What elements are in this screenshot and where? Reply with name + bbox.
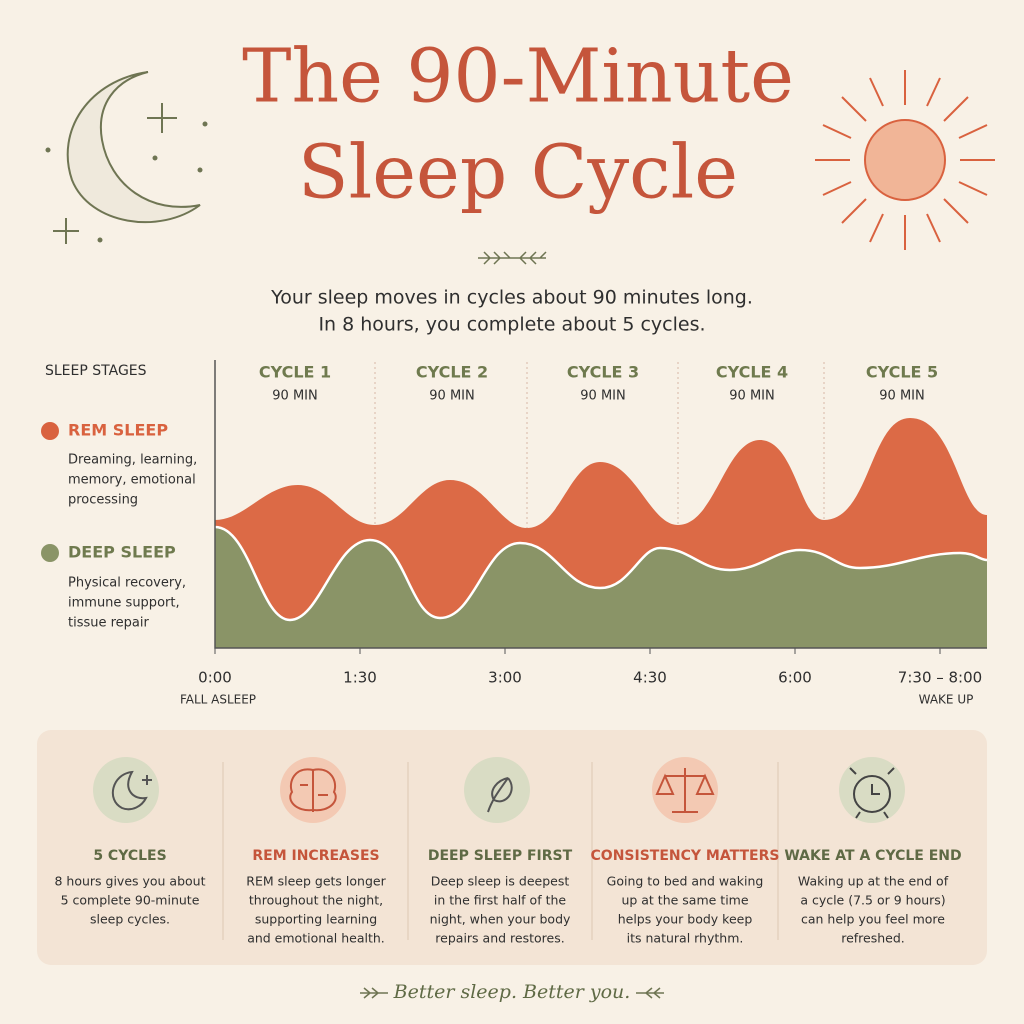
cycle-labels: CYCLE 1 90 MIN CYCLE 2 90 MIN CYCLE 3 90 MIN C… <box>259 363 938 404</box>
tip-title: DEEP SLEEP FIRST <box>428 848 573 864</box>
cycle-duration: 90 MIN <box>879 389 924 404</box>
legend-description: processing <box>68 493 138 508</box>
footer-laurels <box>360 987 664 999</box>
tip-text: Waking up at the end of <box>798 874 949 889</box>
tip-text: throughout the night, <box>249 893 383 908</box>
scale-icon <box>655 768 715 813</box>
legend-label: REM SLEEP <box>68 421 168 440</box>
legend-label: DEEP SLEEP <box>68 543 176 562</box>
tip-text: Going to bed and waking <box>607 874 764 889</box>
tip-text: night, when your body <box>430 912 571 927</box>
deep-outline <box>214 525 988 622</box>
deep-area <box>215 527 987 648</box>
legend-swatch <box>41 544 59 562</box>
legend-description: Dreaming, learning, <box>68 453 197 468</box>
time-tick-label: 0:00 <box>198 669 232 687</box>
cycle-label: CYCLE 1 <box>259 363 331 382</box>
cycle-duration: 90 MIN <box>429 389 474 404</box>
time-axis: 0:00 1:30 3:00 4:30 6:00 7:30 – 8:00 <box>198 648 982 687</box>
tip-text: a cycle (7.5 or 9 hours) <box>800 893 945 908</box>
cycle-label: CYCLE 3 <box>567 363 639 382</box>
tip-text: supporting learning <box>255 912 377 927</box>
subtitle: Your sleep moves in cycles about 90 minu… <box>270 287 753 309</box>
tip-text: repairs and restores. <box>435 931 564 946</box>
tip-icon <box>93 757 159 823</box>
moon-icon <box>112 770 152 811</box>
cycle-dividers <box>374 362 825 528</box>
legend-description: memory, emotional <box>68 473 196 488</box>
tip-title: 5 CYCLES <box>93 848 166 864</box>
title: The 90-Minute <box>242 33 794 119</box>
tips-panel <box>37 730 987 965</box>
cycle-duration: 90 MIN <box>272 389 317 404</box>
tip-text: and emotional health. <box>247 931 385 946</box>
leaf-icon <box>487 777 513 813</box>
footer: Better sleep. Better you. <box>393 981 631 1003</box>
tip-text: helps your body keep <box>618 912 753 927</box>
cycle-label: CYCLE 5 <box>866 363 938 382</box>
tip-text: sleep cycles. <box>90 912 170 927</box>
legend-description: Physical recovery, <box>68 576 186 591</box>
tip-text: refreshed. <box>841 931 905 946</box>
brain-icon <box>289 768 337 812</box>
tip-text: Deep sleep is deepest <box>431 874 570 889</box>
legend-description: immune support, <box>68 596 180 611</box>
cycle-label: CYCLE 4 <box>716 363 788 382</box>
tip-title: REM INCREASES <box>252 848 379 864</box>
tip-title: CONSISTENCY MATTERS <box>591 848 780 864</box>
cycle-duration: 90 MIN <box>580 389 625 404</box>
tip-title: WAKE AT A CYCLE END <box>784 848 961 864</box>
axis-note: WAKE UP <box>919 693 974 707</box>
tip-text: 8 hours gives you about <box>54 874 205 889</box>
tip-dividers <box>222 762 779 940</box>
time-tick-label: 6:00 <box>778 669 812 687</box>
legend-heading: SLEEP STAGES <box>45 363 147 379</box>
clock-icon <box>849 767 895 819</box>
tips: 5 CYCLES 8 hours gives you about 5 complet… <box>54 848 961 946</box>
subtitle: In 8 hours, you complete about 5 cycles. <box>318 314 705 336</box>
laurel <box>478 251 547 265</box>
time-tick-label: 4:30 <box>633 669 667 687</box>
sun-decoration <box>815 70 995 250</box>
time-tick-label: 1:30 <box>343 669 377 687</box>
tip-text: REM sleep gets longer <box>246 874 386 889</box>
axis-note: FALL ASLEEP <box>180 693 256 707</box>
cycle-duration: 90 MIN <box>729 389 774 404</box>
legend-swatch <box>41 422 59 440</box>
legend-description: tissue repair <box>68 616 150 631</box>
time-tick-label: 7:30 – 8:00 <box>898 669 982 687</box>
tip-text: its natural rhythm. <box>627 931 744 946</box>
tip-text: in the first half of the <box>434 893 567 908</box>
cycle-label: CYCLE 2 <box>416 363 488 382</box>
legend-descriptions: Dreaming, learning, memory, emotional proc… <box>68 453 197 631</box>
moon-decoration <box>45 71 208 244</box>
title: Sleep Cycle <box>298 129 738 215</box>
time-tick-label: 3:00 <box>488 669 522 687</box>
tip-text: up at the same time <box>621 893 748 908</box>
tip-text: can help you feel more <box>801 912 945 927</box>
tip-text: 5 complete 90-minute <box>61 893 200 908</box>
tip-icon <box>464 757 530 823</box>
